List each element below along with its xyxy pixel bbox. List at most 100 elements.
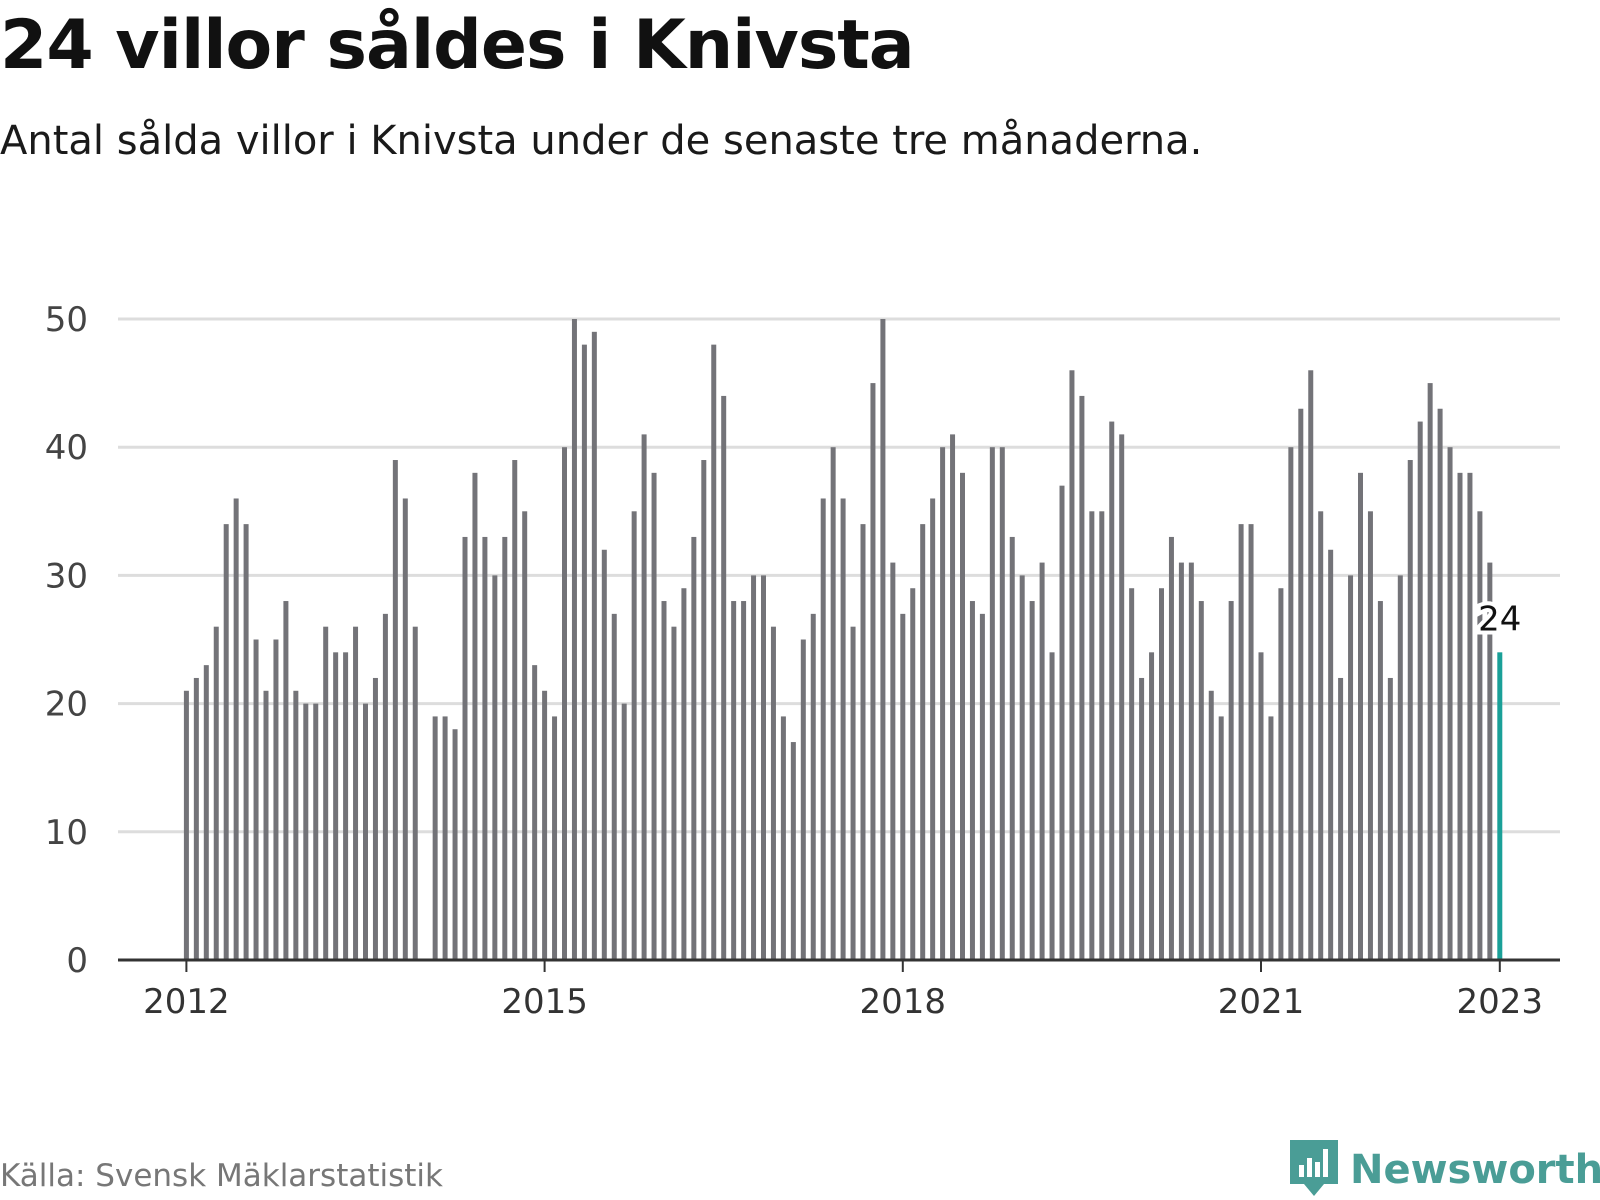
bar — [1407, 460, 1413, 960]
bar — [502, 536, 508, 960]
bar — [522, 511, 528, 960]
x-tick-label: 2012 — [143, 982, 230, 1022]
bar — [641, 434, 647, 960]
y-tick-label: 10 — [45, 813, 88, 853]
bar — [1457, 472, 1463, 960]
bar — [591, 331, 597, 960]
bar — [1009, 536, 1015, 960]
bar — [382, 613, 388, 960]
bar — [601, 549, 607, 960]
x-axis: 2012 2015 2018 2021 2023 — [143, 960, 1543, 1022]
newsworthy-icon — [1290, 1140, 1338, 1196]
bar — [1178, 562, 1184, 960]
bar — [1288, 447, 1294, 960]
bar — [1129, 588, 1135, 960]
bar — [532, 665, 538, 960]
bar — [1069, 370, 1075, 960]
bar — [472, 472, 478, 960]
bar — [512, 460, 518, 960]
bar — [542, 690, 548, 960]
x-tick-label: 2023 — [1457, 982, 1544, 1022]
bar — [741, 601, 747, 960]
bar — [273, 639, 279, 960]
bar — [1159, 588, 1164, 960]
bar — [1497, 652, 1503, 960]
bar — [1149, 652, 1155, 960]
bar — [631, 511, 637, 960]
bar — [830, 447, 836, 960]
bar — [1367, 511, 1373, 960]
bar — [1477, 511, 1483, 960]
bar — [661, 601, 667, 960]
bar — [283, 601, 289, 960]
bar — [1079, 395, 1085, 960]
bar — [1049, 652, 1055, 960]
bar — [313, 703, 319, 960]
bar — [263, 690, 269, 960]
bar — [1059, 485, 1065, 960]
y-tick-label: 0 — [66, 941, 88, 981]
bar — [800, 639, 806, 960]
bar — [412, 626, 418, 960]
bar — [780, 716, 786, 960]
bar — [213, 626, 219, 960]
x-tick-label: 2021 — [1218, 982, 1305, 1022]
bar — [333, 652, 339, 960]
bar — [761, 575, 766, 960]
bar — [711, 344, 717, 960]
bar — [621, 703, 627, 960]
bar — [651, 472, 657, 960]
bar — [1467, 472, 1473, 960]
bar — [880, 319, 886, 960]
y-tick-label: 30 — [45, 556, 88, 596]
bar — [1119, 434, 1125, 960]
bar — [1029, 601, 1035, 960]
y-axis: 0 10 20 30 40 50 — [45, 300, 88, 981]
bar — [392, 460, 398, 960]
source-note: Källa: Svensk Mäklarstatistik — [0, 1158, 443, 1194]
chart-subtitle: Antal sålda villor i Knivsta under de se… — [0, 118, 1203, 164]
bar — [900, 613, 906, 960]
bar — [721, 395, 727, 960]
bar — [183, 690, 189, 960]
bar — [243, 524, 249, 960]
bar — [671, 626, 677, 960]
bar — [452, 729, 458, 960]
bar — [492, 575, 498, 960]
bar — [1238, 524, 1244, 960]
x-tick-label: 2018 — [860, 982, 947, 1022]
y-tick-label: 40 — [45, 428, 88, 468]
bar — [323, 626, 329, 960]
bar — [581, 344, 587, 960]
bar — [1318, 511, 1324, 960]
bar-chart: 0 10 20 30 40 50 2012 2015 2018 2021 2023 24 — [45, 300, 1560, 1022]
bar — [1487, 562, 1493, 960]
x-tick-label: 2015 — [501, 982, 588, 1022]
bar — [293, 690, 299, 960]
bar — [203, 665, 209, 960]
bar — [790, 742, 796, 960]
bar — [810, 613, 816, 960]
bar — [691, 536, 697, 960]
bar — [193, 677, 199, 960]
bar — [920, 524, 926, 960]
bar — [1208, 690, 1214, 960]
bar — [1417, 421, 1423, 960]
bar — [890, 562, 896, 960]
bar — [1377, 601, 1383, 960]
bar — [432, 716, 438, 960]
bar — [1328, 549, 1334, 960]
bar — [950, 434, 956, 960]
brand-name: Newsworthy — [1350, 1147, 1600, 1193]
bar — [1188, 562, 1194, 960]
bar — [1139, 677, 1145, 960]
bar — [1427, 383, 1433, 961]
bar — [303, 703, 309, 960]
bar — [372, 677, 378, 960]
bar — [1338, 677, 1344, 960]
bar — [1248, 524, 1254, 960]
bar — [462, 536, 468, 960]
bar — [442, 716, 448, 960]
bar — [1109, 421, 1115, 960]
bar — [1218, 716, 1224, 960]
